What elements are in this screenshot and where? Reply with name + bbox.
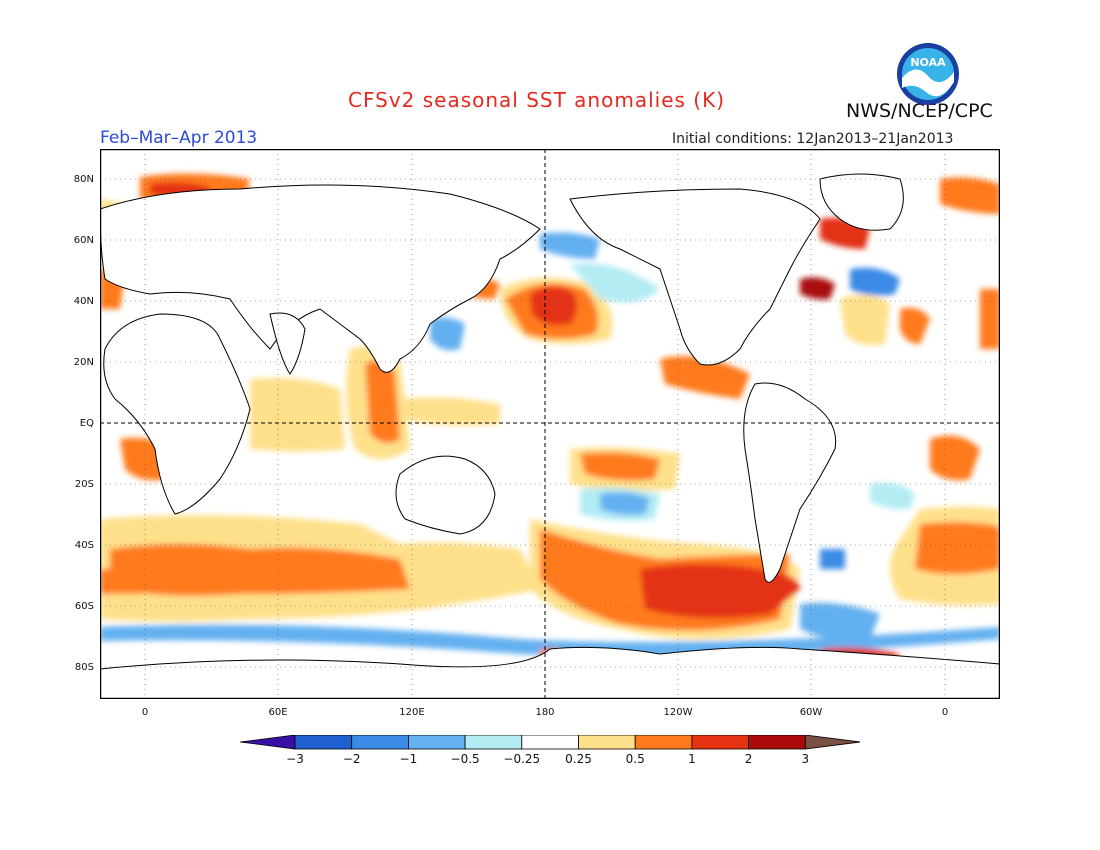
colorbar-cell	[748, 735, 806, 750]
south-america-landmass	[743, 382, 837, 583]
greenland-landmass	[819, 173, 904, 231]
colorbar-cell	[634, 735, 693, 750]
graticule	[100, 149, 1000, 699]
lat-label: 60S	[74, 601, 94, 612]
sst-anomaly-map	[100, 149, 1000, 699]
lon-label: 60E	[268, 707, 288, 718]
colorbar-cell	[351, 735, 409, 750]
lon-label: 120E	[399, 707, 425, 718]
lat-label: 60N	[73, 235, 94, 246]
noaa-logo: NOAA	[897, 43, 959, 105]
lat-label: EQ	[79, 418, 94, 429]
lat-label: 80N	[73, 174, 94, 185]
colorbar-label: 0.5	[625, 752, 645, 766]
north-america-landmass	[569, 188, 821, 366]
india-landmass	[269, 312, 306, 375]
colorbar-end-high	[804, 735, 860, 750]
reference-lines	[100, 149, 1000, 699]
colorbar-label: 2	[744, 752, 753, 766]
colorbar-cell	[521, 735, 579, 750]
antarctica-landmass	[100, 646, 1000, 699]
lat-label: 40N	[73, 296, 94, 307]
colorbar-label: 0.25	[565, 752, 592, 766]
eurasia-landmass	[100, 184, 541, 373]
lon-label: 60W	[799, 707, 823, 718]
map-title: CFSv2 seasonal SST anomalies (K)	[348, 88, 725, 112]
lon-label: 0	[941, 707, 949, 718]
australia-landmass	[395, 455, 496, 535]
colorbar-cell	[578, 735, 636, 750]
initial-conditions: Initial conditions: 12Jan2013–21Jan2013	[672, 131, 954, 147]
colorbar-cell	[407, 735, 466, 750]
colorbar-label: 3	[801, 752, 810, 766]
lon-label: 0	[141, 707, 149, 718]
colorbar-label: −2	[342, 752, 361, 766]
colorbar-end-low	[240, 735, 296, 750]
logo-text: NOAA	[910, 56, 946, 69]
forecast-period: Feb–Mar–Apr 2013	[100, 128, 258, 148]
colorbar-label: −3	[286, 752, 304, 766]
colorbar-label: −0.5	[450, 752, 480, 766]
colorbar-cell	[464, 735, 523, 750]
lat-label: 80S	[74, 662, 94, 673]
lat-label: 40S	[74, 540, 94, 551]
lat-label: 20N	[73, 357, 94, 368]
lat-label: 20S	[74, 479, 94, 490]
africa-landmass	[103, 313, 251, 515]
colorbar-cell	[294, 735, 353, 750]
colorbar-cell	[691, 735, 749, 750]
colorbar-label: −1	[399, 752, 418, 766]
colorbar-label: −0.25	[503, 752, 541, 766]
colorbar	[240, 735, 860, 750]
agency-label: NWS/NCEP/CPC	[846, 100, 993, 122]
lon-label: 120W	[663, 707, 693, 718]
anomaly-field	[100, 173, 1000, 669]
lon-label: 180	[535, 707, 555, 718]
land-masses	[100, 173, 1000, 699]
colorbar-label: 1	[688, 752, 696, 766]
